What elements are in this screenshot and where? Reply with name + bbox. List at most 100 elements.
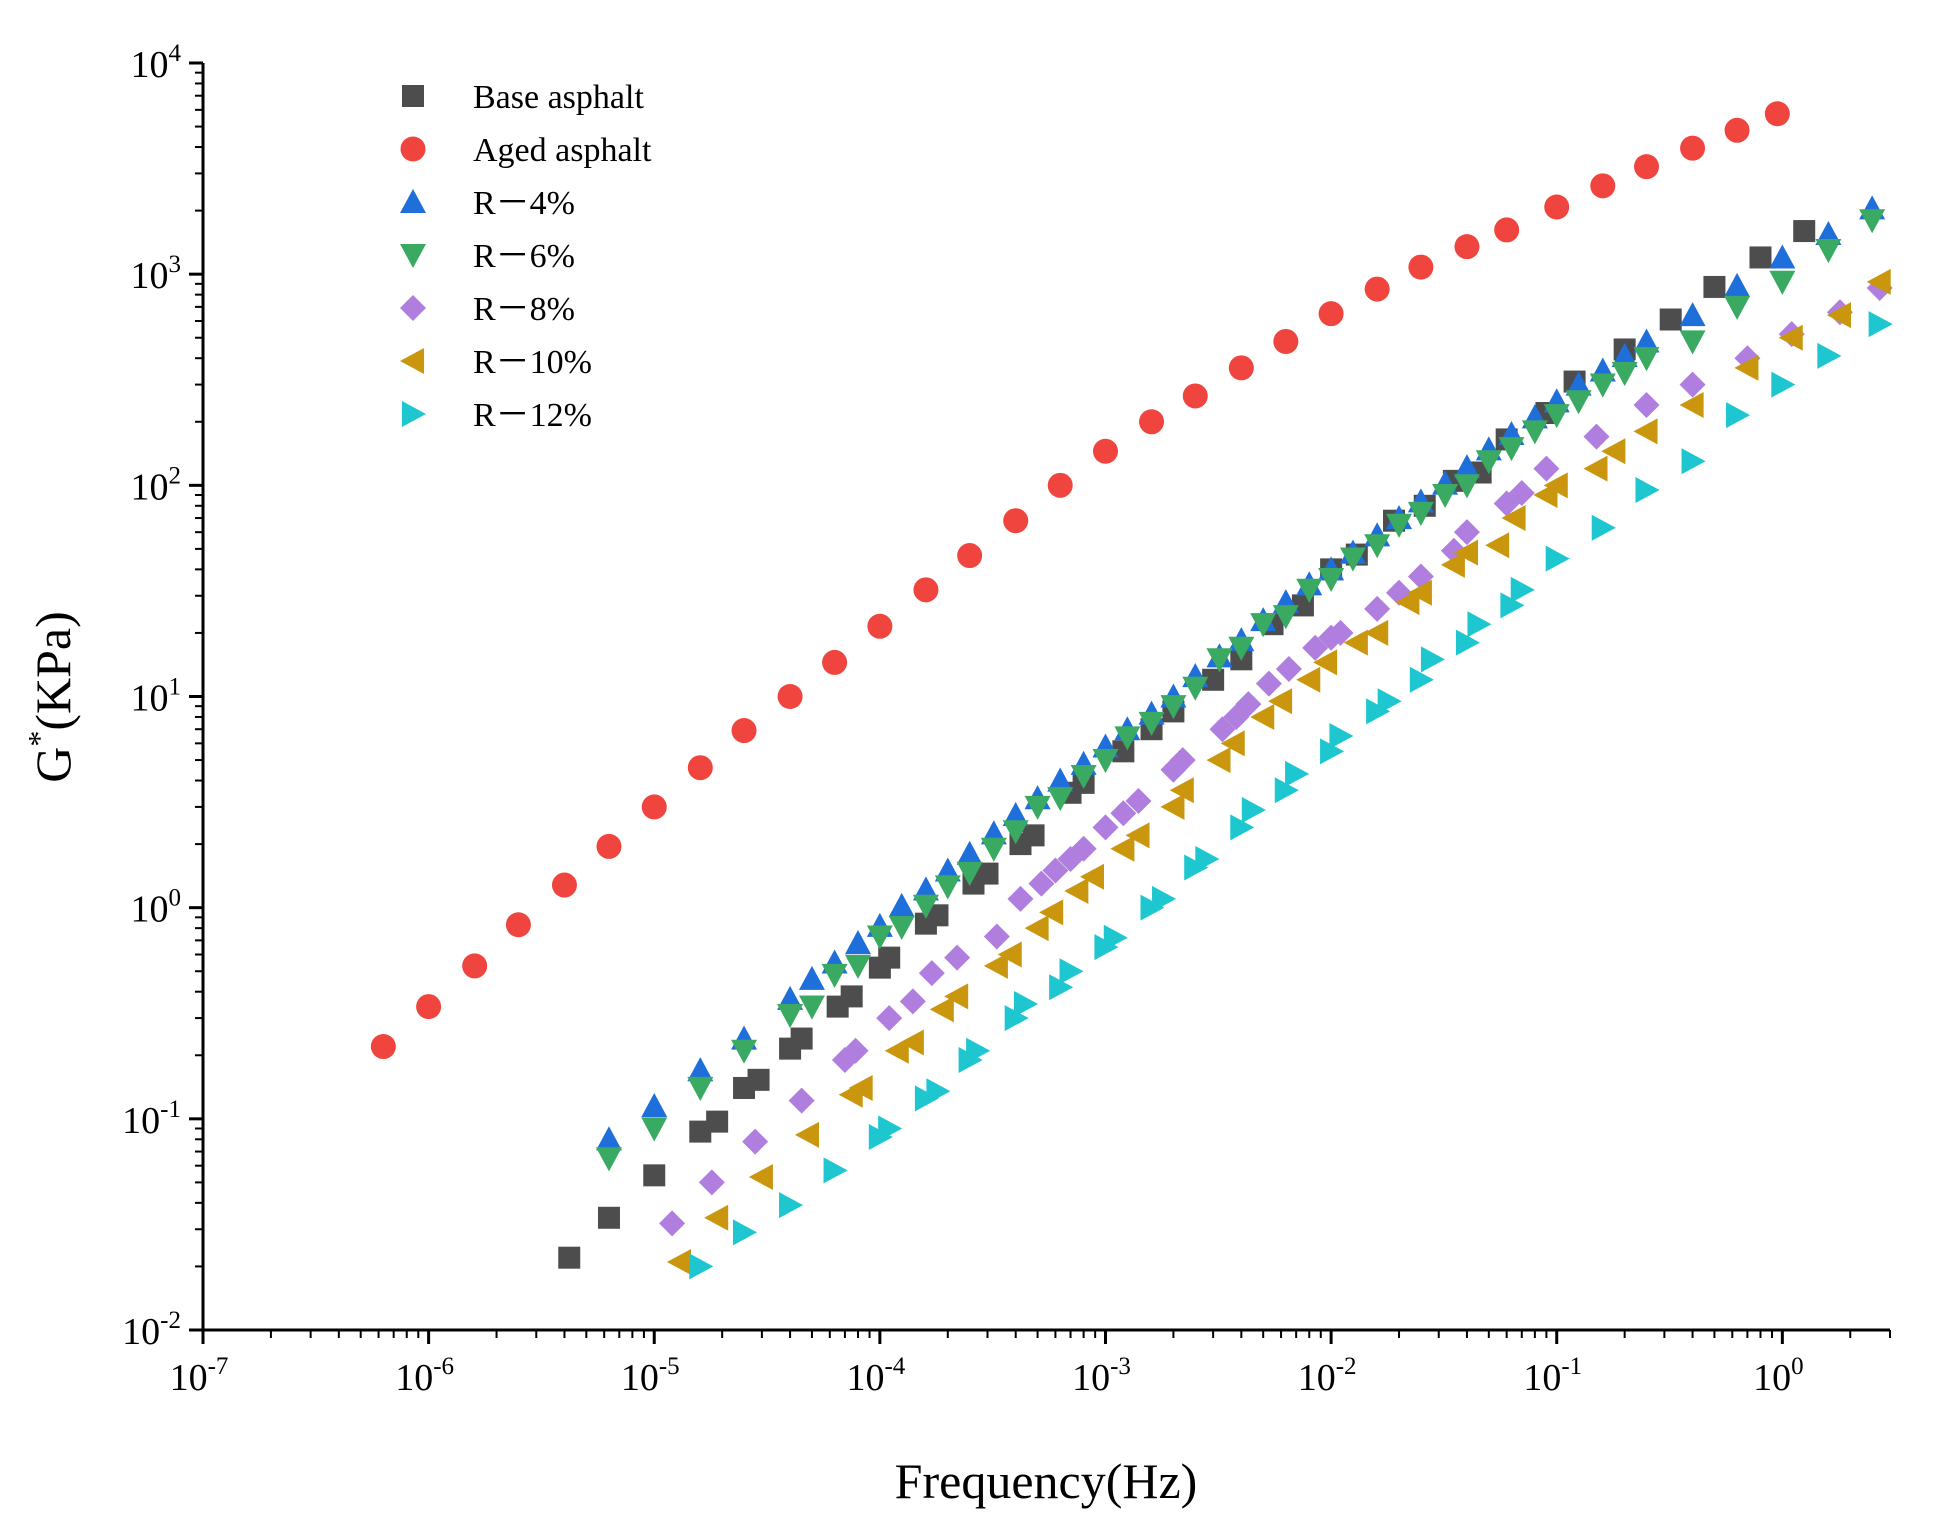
- tick-label: 100: [1753, 1353, 1804, 1399]
- data-point: [1420, 646, 1445, 673]
- legend-marker: [400, 295, 426, 321]
- tick-label: 10-5: [621, 1353, 680, 1399]
- data-point: [1138, 711, 1165, 736]
- y-axis-title-base: G: [25, 747, 81, 783]
- data-point: [983, 952, 1008, 979]
- legend-label: Base asphalt: [473, 79, 644, 116]
- data-point: [1679, 330, 1706, 355]
- data-point: [1327, 619, 1354, 646]
- data-point: [1726, 402, 1751, 429]
- data-point: [1815, 239, 1842, 264]
- data-point: [558, 1246, 581, 1269]
- data-point: [1195, 846, 1220, 873]
- axes: [201, 63, 1890, 1332]
- data-point: [1047, 767, 1074, 792]
- data-point: [926, 904, 949, 927]
- tick-label: 10-1: [1523, 1353, 1582, 1399]
- data-point: [1494, 217, 1520, 243]
- legend-marker: [400, 348, 425, 374]
- data-point: [1533, 455, 1560, 482]
- data-point: [1589, 373, 1616, 398]
- data-point: [1510, 576, 1535, 603]
- data-point: [884, 1037, 909, 1064]
- data-point: [1544, 194, 1570, 220]
- data-point: [462, 953, 488, 979]
- tick-label: 104: [131, 40, 182, 86]
- data-point: [866, 925, 893, 950]
- data-point: [944, 944, 971, 971]
- data-point: [687, 1057, 714, 1082]
- data-point: [1498, 437, 1525, 462]
- data-point: [1601, 438, 1626, 465]
- legend-item: R－4%: [400, 185, 575, 222]
- data-point: [1220, 730, 1245, 757]
- data-point: [1453, 539, 1478, 566]
- data-point: [1501, 505, 1526, 532]
- data-point: [1583, 423, 1610, 450]
- data-point: [983, 923, 1010, 950]
- data-point: [1659, 308, 1682, 331]
- data-point: [1611, 342, 1638, 367]
- data-point: [1296, 666, 1321, 693]
- data-point: [1591, 514, 1616, 541]
- data-point: [899, 988, 926, 1015]
- data-point: [1455, 629, 1480, 656]
- data-point: [912, 876, 939, 901]
- legend: Base asphalt Aged asphalt R－4% R－6% R－8% R－10…: [400, 79, 652, 434]
- legend-item: R－10%: [400, 344, 592, 381]
- data-point: [1275, 655, 1302, 682]
- data-point: [596, 833, 622, 859]
- tick-label: 10-6: [395, 1353, 454, 1399]
- data-point: [1206, 747, 1231, 774]
- data-point: [1724, 117, 1750, 143]
- y-axis-title: G*(KPa): [21, 611, 81, 783]
- data-point: [641, 1093, 668, 1118]
- data-point: [1583, 455, 1608, 482]
- data-point: [1255, 670, 1282, 697]
- data-point: [1070, 765, 1097, 790]
- data-point: [798, 995, 825, 1020]
- series-6: [689, 311, 1893, 1280]
- data-point: [1681, 448, 1706, 475]
- data-point: [779, 1192, 804, 1219]
- data-point: [976, 862, 999, 885]
- tick-label: 10-3: [1072, 1353, 1131, 1399]
- data-point: [788, 1087, 815, 1114]
- tick-label: 102: [131, 462, 182, 508]
- legend-item: R－12%: [401, 397, 592, 434]
- data-point: [1169, 777, 1194, 804]
- data-point: [1070, 835, 1097, 862]
- data-point: [1633, 328, 1660, 353]
- data-point: [1508, 479, 1535, 506]
- data-point: [687, 1076, 714, 1101]
- legend-label: R－8%: [473, 291, 575, 328]
- data-point: [1769, 244, 1796, 269]
- data-point: [1285, 760, 1310, 787]
- data-point: [1160, 695, 1187, 720]
- data-point: [1049, 974, 1074, 1001]
- data-point: [416, 994, 442, 1020]
- data-point: [1013, 990, 1039, 1017]
- data-point: [689, 1120, 712, 1143]
- data-point: [1103, 924, 1128, 951]
- data-point: [1202, 668, 1225, 691]
- data-point: [1139, 409, 1165, 435]
- tick-label: 100: [131, 885, 182, 931]
- data-point: [1268, 688, 1293, 715]
- data-point: [1339, 547, 1366, 572]
- data-point: [687, 755, 713, 781]
- data-point: [777, 1004, 804, 1029]
- data-point: [822, 649, 848, 675]
- data-point: [1778, 324, 1803, 351]
- data-point: [1182, 383, 1208, 409]
- data-point: [1004, 1005, 1029, 1032]
- y-axis-title-sup: *: [21, 731, 57, 747]
- data-point: [1386, 513, 1413, 538]
- data-point: [1467, 611, 1492, 638]
- data-point: [1679, 392, 1704, 419]
- data-point: [944, 983, 969, 1010]
- data-point: [1543, 472, 1568, 499]
- data-point: [1206, 648, 1233, 673]
- data-point: [918, 960, 945, 987]
- data-point: [888, 892, 915, 917]
